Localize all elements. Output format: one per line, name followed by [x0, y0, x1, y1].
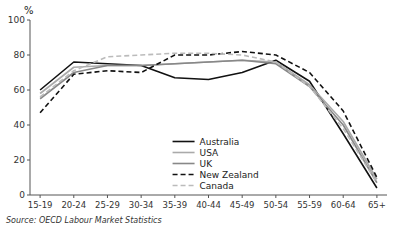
series-line: [40, 52, 377, 178]
y-tick-label: 80: [14, 50, 26, 60]
y-tick-label: 0: [19, 190, 25, 200]
legend-swatch: [173, 163, 195, 165]
series-line: [40, 60, 377, 183]
x-tick-label: 45-49: [230, 200, 255, 210]
series-line: [40, 53, 377, 183]
y-tick: [27, 125, 30, 126]
x-tick: [73, 195, 74, 198]
x-tick: [309, 195, 310, 198]
x-tick-label: 25-29: [95, 200, 120, 210]
x-tick-label: 55-59: [297, 200, 322, 210]
source-note: Source: OECD Labour Market Statistics: [6, 216, 162, 225]
y-tick: [27, 90, 30, 91]
x-tick-label: 40-44: [196, 200, 221, 210]
chart-container: 0 20 40 60 80 100 15-19 20-24 25-29 30-34 35-39 40-…: [0, 0, 397, 227]
x-tick-label: 50-54: [264, 200, 289, 210]
x-tick: [107, 195, 108, 198]
y-axis-line: [30, 20, 31, 195]
x-tick: [275, 195, 276, 198]
legend-label: USA: [200, 148, 219, 158]
x-tick: [343, 195, 344, 198]
legend-label: Australia: [200, 137, 240, 147]
series-line: [40, 60, 377, 188]
y-tick-label: 40: [14, 120, 26, 130]
y-tick: [27, 160, 30, 161]
legend-swatch: [173, 141, 195, 143]
x-tick: [242, 195, 243, 198]
x-tick: [174, 195, 175, 198]
legend-label: UK: [200, 159, 214, 169]
y-tick: [27, 20, 30, 21]
x-tick: [208, 195, 209, 198]
y-tick: [27, 195, 30, 196]
x-tick-label: 15-19: [28, 200, 53, 210]
x-tick-label: 35-39: [162, 200, 187, 210]
chart-svg: 0 20 40 60 80 100 15-19 20-24 25-29 30-34 35-39 40-…: [0, 0, 397, 227]
legend-swatch: [173, 174, 195, 176]
x-tick: [141, 195, 142, 198]
legend: AustraliaUSAUKNew ZealandCanada: [173, 137, 259, 191]
x-tick: [40, 195, 41, 198]
x-tick: [376, 195, 377, 198]
y-tick-label: 60: [14, 85, 26, 95]
y-tick: [27, 55, 30, 56]
legend-label: Canada: [200, 181, 234, 191]
x-tick-label: 30-34: [129, 200, 154, 210]
x-tick-label: 60-64: [331, 200, 356, 210]
legend-swatch: [173, 185, 195, 187]
x-tick-label: 20-24: [61, 200, 86, 210]
x-tick-label: 65+: [368, 200, 386, 210]
lines-group: [40, 52, 377, 189]
legend-label: New Zealand: [200, 170, 259, 180]
y-tick-label: 20: [14, 155, 26, 165]
y-axis-label: %: [24, 5, 34, 16]
series-line: [40, 60, 377, 179]
legend-swatch: [173, 152, 195, 154]
y-tick-label: 100: [8, 15, 25, 25]
